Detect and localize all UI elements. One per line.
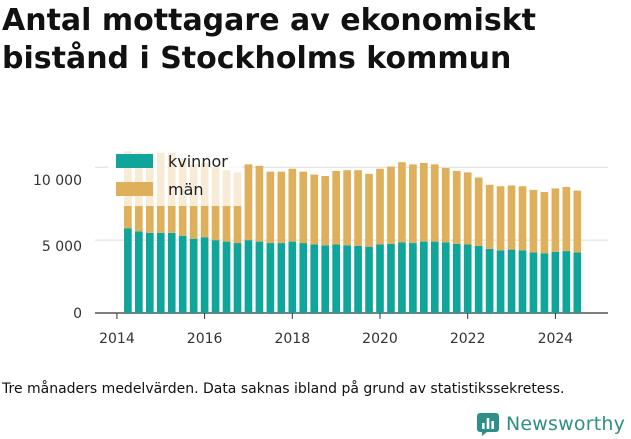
newsworthy-logo-icon xyxy=(477,413,499,436)
x-tick-label: 2014 xyxy=(99,331,135,347)
bar-man xyxy=(266,171,275,244)
axes: 0 5 000 10 000 2014 2016 2018 2020 2022 … xyxy=(33,173,573,347)
legend: kvinnor män xyxy=(108,148,242,206)
bar-man xyxy=(474,177,483,246)
bar-man xyxy=(332,170,340,245)
bar-kvinnor xyxy=(441,242,450,313)
bar-kvinnor xyxy=(463,244,472,313)
bar-kvinnor xyxy=(540,253,549,313)
bar-man xyxy=(573,190,582,253)
bar-kvinnor xyxy=(398,242,406,313)
bar-kvinnor xyxy=(156,232,165,313)
bar-kvinnor xyxy=(222,241,231,313)
bar-kvinnor xyxy=(211,240,220,313)
brand-name: Newsworthy xyxy=(506,413,626,435)
bar-kvinnor xyxy=(200,237,209,313)
bar-man xyxy=(540,192,549,254)
bar-man xyxy=(430,164,439,242)
legend-label-kvinnor: kvinnor xyxy=(168,152,228,171)
bar-man xyxy=(387,166,395,244)
bar-kvinnor xyxy=(573,252,582,313)
bar-kvinnor xyxy=(310,244,319,313)
bar-kvinnor xyxy=(376,244,384,313)
bar-kvinnor xyxy=(551,251,560,313)
bar-kvinnor xyxy=(277,243,286,313)
bar-kvinnor xyxy=(124,228,132,313)
bar-kvinnor xyxy=(562,251,571,313)
bar-man xyxy=(288,168,297,242)
bar-kvinnor xyxy=(135,231,143,313)
bar-kvinnor xyxy=(255,241,264,313)
bar-kvinnor xyxy=(266,243,275,313)
chart-title: Antal mottagare av ekonomiskt bistånd i … xyxy=(2,3,536,76)
bar-kvinnor xyxy=(244,240,253,313)
bar-kvinnor xyxy=(496,250,505,313)
bar-kvinnor xyxy=(332,244,340,313)
chart-plot: 0 5 000 10 000 2014 2016 2018 2020 2022 … xyxy=(33,148,608,347)
bar-man xyxy=(244,164,253,241)
bar-kvinnor xyxy=(452,243,461,313)
bar-man xyxy=(420,162,428,242)
bar-kvinnor xyxy=(387,243,395,313)
bar-kvinnor xyxy=(507,249,516,313)
bar-kvinnor xyxy=(420,241,428,313)
bar-man xyxy=(441,168,450,243)
bar-kvinnor xyxy=(343,245,351,313)
bar-man xyxy=(518,186,527,251)
bar-man xyxy=(277,171,286,244)
bar-kvinnor xyxy=(474,245,483,313)
bar-kvinnor xyxy=(529,252,538,313)
x-tick-label: 2016 xyxy=(187,331,223,347)
legend-label-man: män xyxy=(168,180,204,199)
bar-kvinnor xyxy=(233,243,242,313)
bar-man xyxy=(310,174,319,245)
bar-man xyxy=(321,176,330,246)
bar-man xyxy=(452,170,461,244)
bar-man xyxy=(233,172,242,244)
bar-kvinnor xyxy=(288,241,297,313)
bar-kvinnor xyxy=(409,243,417,313)
y-tick-label: 5 000 xyxy=(42,239,82,255)
bar-kvinnor xyxy=(430,241,439,313)
bar-kvinnor xyxy=(321,245,330,313)
newsworthy-logo: Newsworthy xyxy=(476,409,625,439)
x-tick-label: 2020 xyxy=(362,331,398,347)
bars xyxy=(124,151,582,313)
bar-kvinnor xyxy=(189,238,198,313)
bar-man xyxy=(507,185,516,250)
bar-kvinnor xyxy=(178,235,187,313)
bar-man xyxy=(562,186,571,252)
bar-kvinnor xyxy=(518,250,527,313)
bar-man xyxy=(496,186,505,251)
chart-caption: Tre månaders medelvärden. Data saknas ib… xyxy=(2,381,565,397)
bar-man xyxy=(485,184,494,249)
bar-man xyxy=(529,189,538,253)
bar-kvinnor xyxy=(299,243,308,313)
x-tick-label: 2022 xyxy=(450,331,486,347)
legend-swatch-man xyxy=(116,182,153,196)
bar-man xyxy=(255,165,264,242)
bar-man xyxy=(343,170,351,246)
bar-man xyxy=(463,172,472,245)
y-tick-label: 0 xyxy=(73,306,82,322)
bar-kvinnor xyxy=(145,232,154,313)
bar-man xyxy=(398,162,406,243)
bar-kvinnor xyxy=(485,248,494,313)
bar-man xyxy=(376,168,384,245)
bar-man xyxy=(409,164,417,244)
x-tick-label: 2024 xyxy=(538,331,574,347)
bar-man xyxy=(365,173,373,247)
bar-man xyxy=(299,171,308,244)
bar-kvinnor xyxy=(167,232,176,313)
bar-man xyxy=(354,170,362,246)
y-tick-label: 10 000 xyxy=(33,173,82,189)
bar-man xyxy=(551,188,560,252)
bar-kvinnor xyxy=(365,246,373,313)
x-tick-label: 2018 xyxy=(274,331,310,347)
bar-kvinnor xyxy=(354,245,362,313)
legend-swatch-kvinnor xyxy=(116,154,153,168)
